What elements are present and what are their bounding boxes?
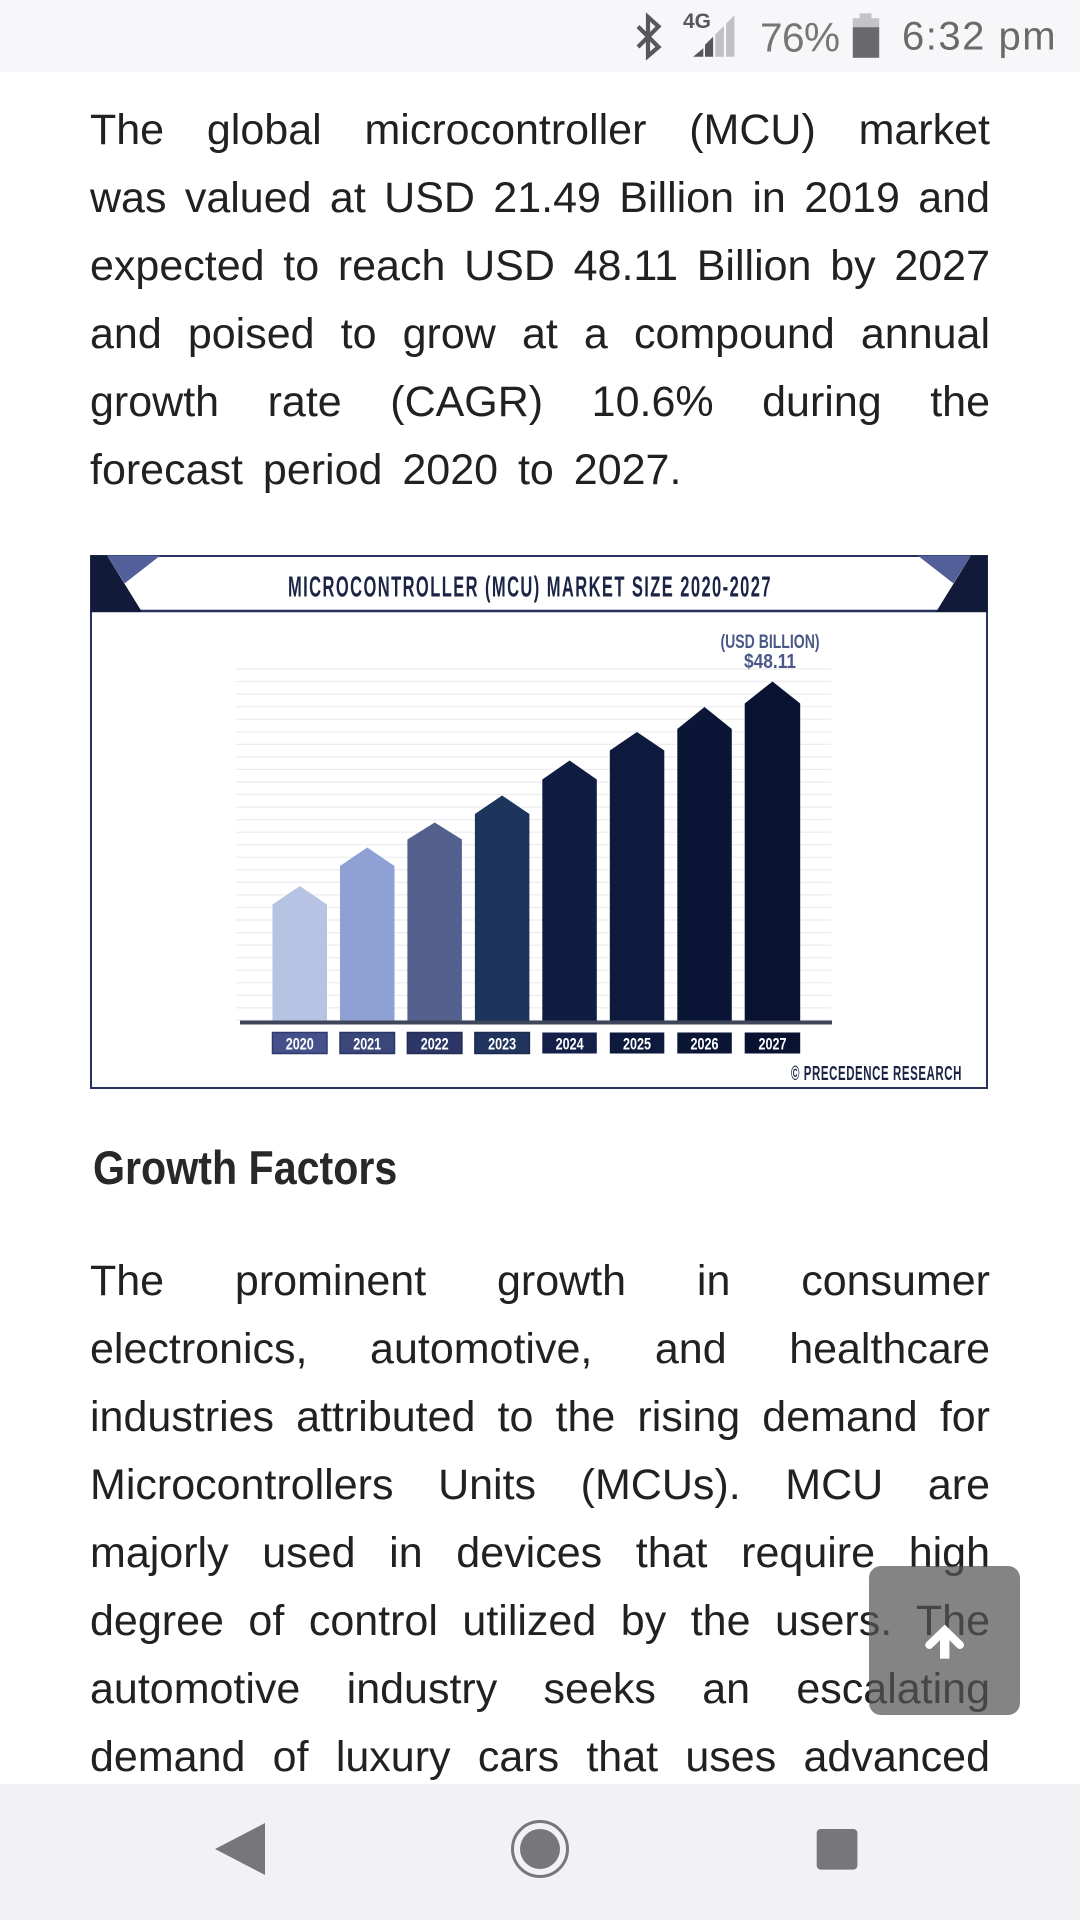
svg-text:4G: 4G [683, 10, 711, 33]
svg-text:2027: 2027 [759, 1035, 787, 1054]
svg-text:2023: 2023 [488, 1035, 516, 1054]
svg-text:76%: 76% [760, 15, 840, 61]
svg-text:6:32 pm: 6:32 pm [902, 15, 1057, 59]
svg-text:2025: 2025 [623, 1035, 651, 1054]
svg-text:MICROCONTROLLER (MCU) MARKET S: MICROCONTROLLER (MCU) MARKET SIZE 2020-2… [288, 572, 772, 604]
svg-text:2020: 2020 [286, 1035, 314, 1054]
svg-text:© PRECEDENCE RESEARCH: © PRECEDENCE RESEARCH [791, 1063, 962, 1085]
svg-text:$48.11: $48.11 [744, 650, 796, 673]
svg-text:2026: 2026 [691, 1035, 719, 1054]
svg-text:2022: 2022 [421, 1035, 449, 1054]
svg-text:(USD BILLION): (USD BILLION) [721, 632, 820, 653]
svg-text:2024: 2024 [556, 1035, 584, 1054]
svg-text:2021: 2021 [353, 1035, 381, 1054]
